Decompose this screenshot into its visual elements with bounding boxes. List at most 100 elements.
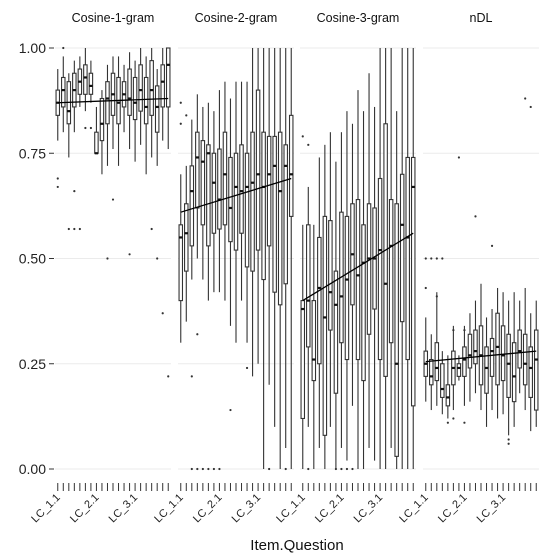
outlier-point: [345, 467, 349, 471]
box: [467, 313, 473, 402]
box: [511, 292, 517, 427]
box: [200, 106, 206, 471]
box: [489, 244, 495, 411]
box-iqr: [61, 76, 66, 108]
box-iqr: [149, 60, 154, 116]
box: [72, 60, 77, 231]
x-tick-label: LC_1.1: [152, 492, 186, 526]
outlier-point: [73, 190, 76, 193]
box: [456, 156, 462, 381]
box-iqr: [440, 363, 445, 398]
facet-panels: Cosine-1-gram Cosine-2-gram Cosine-3-gram n…: [55, 11, 539, 471]
outlier-point: [167, 375, 170, 378]
box-iqr: [495, 312, 500, 386]
box: [344, 111, 350, 471]
box-iqr: [467, 333, 473, 369]
outlier-point: [430, 257, 433, 260]
x-axis-title: Item.Question: [250, 537, 343, 554]
box-iqr: [83, 64, 88, 95]
outlier-point: [474, 215, 477, 218]
box-iqr: [462, 346, 467, 377]
box: [77, 56, 83, 231]
outlier-point: [56, 185, 59, 189]
box-iqr: [511, 342, 517, 403]
box: [132, 60, 138, 162]
outlier-point: [284, 467, 287, 471]
box-iqr: [283, 144, 288, 285]
box: [127, 52, 132, 256]
facet-panel: Cosine-2-gram: [178, 11, 294, 471]
outlier-point: [179, 122, 182, 125]
box-iqr: [138, 64, 143, 112]
box: [328, 132, 333, 427]
box-iqr: [300, 300, 306, 420]
outlier-point: [190, 467, 193, 471]
box-iqr: [429, 358, 434, 386]
box: [423, 257, 429, 402]
y-tick-label: 1.00: [19, 40, 46, 56]
box: [366, 73, 372, 448]
facet-strip-label: Cosine-3-gram: [317, 11, 400, 25]
outlier-point: [424, 257, 427, 260]
box-iqr: [127, 68, 132, 116]
box: [160, 48, 165, 315]
box: [217, 90, 222, 471]
box: [184, 114, 189, 322]
box: [178, 101, 184, 343]
x-tick-label: LC_2.1: [313, 492, 347, 526]
box: [239, 81, 244, 301]
outlier-point: [463, 328, 466, 332]
outlier-point: [301, 135, 304, 138]
box: [261, 48, 266, 469]
outlier-point: [56, 177, 59, 180]
box: [533, 300, 539, 427]
box: [339, 132, 344, 471]
outlier-point: [452, 417, 455, 420]
x-tick-label: LC_3.1: [107, 492, 141, 526]
box-iqr: [394, 203, 399, 457]
outlier-point: [196, 333, 199, 336]
box-iqr: [272, 135, 277, 293]
box: [317, 157, 322, 448]
box-iqr: [377, 177, 383, 361]
box: [300, 135, 306, 469]
box-iqr: [211, 152, 217, 234]
box-iqr: [399, 173, 405, 323]
box: [372, 106, 377, 461]
outlier-point: [161, 312, 164, 315]
box: [121, 64, 127, 133]
x-tick-label: LC_1.1: [274, 492, 308, 526]
x-tick-label: LC_2.1: [68, 492, 102, 526]
outlier-point: [490, 244, 494, 247]
outlier-point: [441, 257, 444, 260]
box-iqr: [250, 131, 255, 272]
outlier-point: [179, 101, 182, 104]
outlier-point: [62, 46, 65, 50]
box: [110, 56, 116, 201]
box-iqr: [533, 329, 539, 411]
box-iqr: [105, 81, 110, 125]
box: [165, 47, 171, 378]
box-iqr: [344, 215, 350, 361]
outlier-point: [196, 467, 199, 471]
box-iqr: [239, 144, 244, 234]
box: [440, 257, 445, 415]
box: [478, 283, 484, 411]
box-iqr: [266, 135, 272, 247]
box: [277, 48, 283, 469]
outlier-point: [446, 421, 449, 424]
box-iqr: [328, 220, 333, 331]
outlier-point: [111, 198, 115, 201]
box: [189, 119, 195, 471]
box: [250, 48, 255, 377]
box: [462, 325, 467, 424]
box-iqr: [311, 300, 317, 382]
box: [222, 81, 228, 301]
box-iqr: [184, 203, 189, 272]
box: [55, 69, 61, 189]
box-iqr: [222, 131, 228, 226]
facet-panel: Cosine-3-gram: [300, 11, 416, 471]
box-iqr: [160, 64, 165, 108]
box-iqr: [88, 72, 94, 95]
box: [495, 287, 500, 419]
